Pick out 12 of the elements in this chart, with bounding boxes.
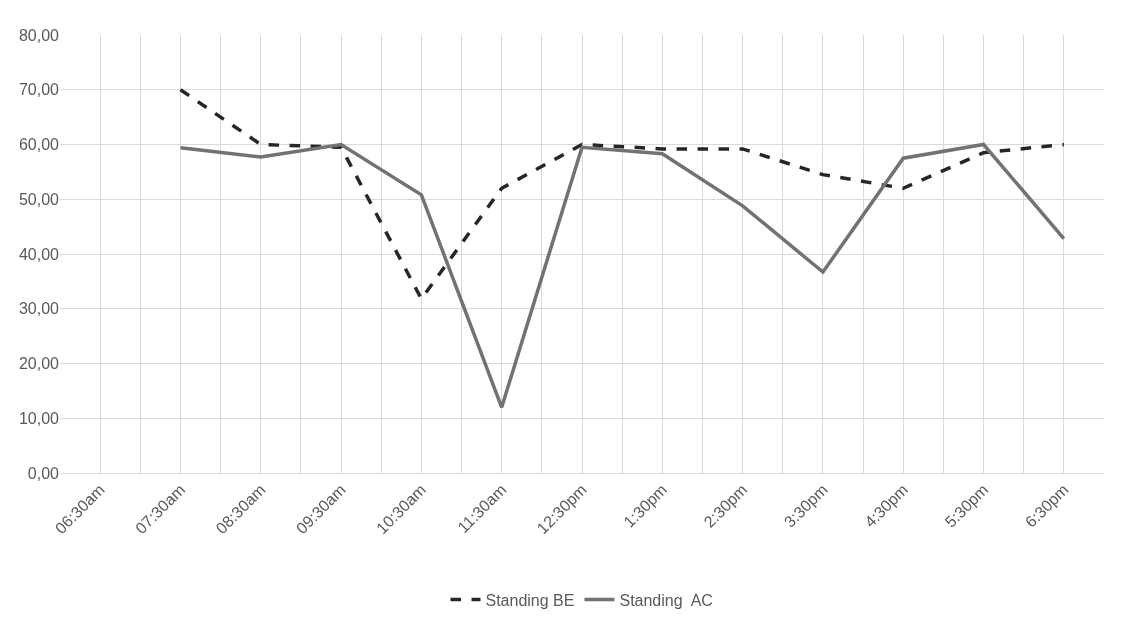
legend-label: Standing AC [619,591,713,609]
line-series [178,142,1066,410]
y-tick-label: 40,00 [18,245,60,263]
y-tick-label: 30,00 [18,300,60,318]
y-tick-label: 20,00 [18,355,60,373]
y-tick-label: 10,00 [18,409,60,427]
y-tick-label: 0,00 [27,464,60,482]
y-tick-label: 60,00 [18,136,60,154]
y-tick-label: 70,00 [18,81,60,99]
y-tick-label: 80,00 [18,26,60,44]
y-tick-label: 50,00 [18,190,60,208]
legend-label: Standing BE [485,591,575,609]
